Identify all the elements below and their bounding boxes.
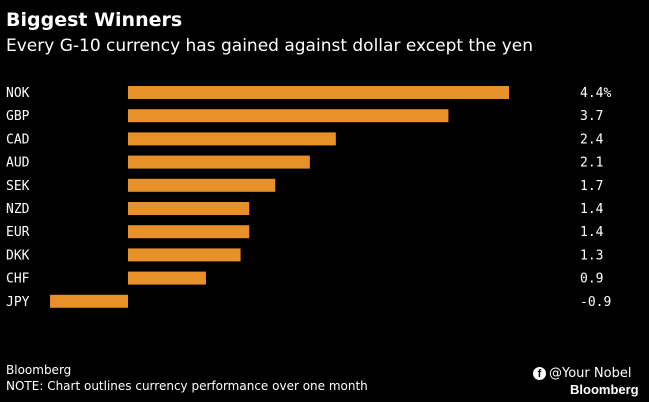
bar-sek (128, 178, 276, 192)
value-label: 1.4 (580, 225, 604, 240)
category-label: JPY (6, 295, 30, 310)
source-label: Bloomberg (6, 363, 72, 377)
category-label: NZD (6, 202, 30, 217)
value-label: 0.9 (580, 272, 603, 287)
chart-note: NOTE: Chart outlines currency performanc… (6, 379, 368, 393)
value-label: 3.7 (580, 109, 603, 124)
bar-nzd (128, 202, 250, 215)
bar-gbp (128, 109, 449, 123)
value-label: -0.9 (580, 295, 611, 310)
category-label: SEK (6, 179, 30, 194)
category-label: DKK (6, 248, 30, 263)
social-handle-text: @Your Nobel (549, 366, 632, 381)
bar-chart: NOK 4.4% GBP 3.7 CAD 2.4 AUD 2.1 SEK 1.7 NZD 1.4 EUR… (6, 86, 611, 310)
value-label: 4.4% (580, 86, 611, 101)
category-label: EUR (6, 225, 30, 240)
social-handle: f @Your Nobel (533, 366, 631, 381)
category-label: AUD (6, 156, 30, 171)
facebook-icon: f (533, 367, 546, 380)
category-label: GBP (6, 109, 30, 124)
bar-eur (128, 225, 250, 239)
value-label: 1.7 (580, 179, 603, 194)
value-label: 2.1 (580, 156, 603, 171)
value-label: 2.4 (580, 132, 604, 147)
chart-subtitle: Every G-10 currency has gained against d… (6, 36, 534, 56)
bar-dkk (128, 248, 241, 262)
bar-jpy (50, 294, 129, 308)
brand-logo: Bloomberg (570, 382, 639, 397)
value-label: 1.4 (580, 202, 604, 217)
bar-aud (128, 155, 310, 169)
chart-title: Biggest Winners (6, 9, 183, 31)
category-label: CAD (6, 132, 30, 147)
bar-nok (128, 86, 510, 99)
value-label: 1.3 (580, 248, 603, 263)
bar-cad (128, 132, 336, 146)
bar-chf (128, 271, 206, 285)
category-label: CHF (6, 272, 30, 287)
category-label: NOK (6, 86, 30, 101)
